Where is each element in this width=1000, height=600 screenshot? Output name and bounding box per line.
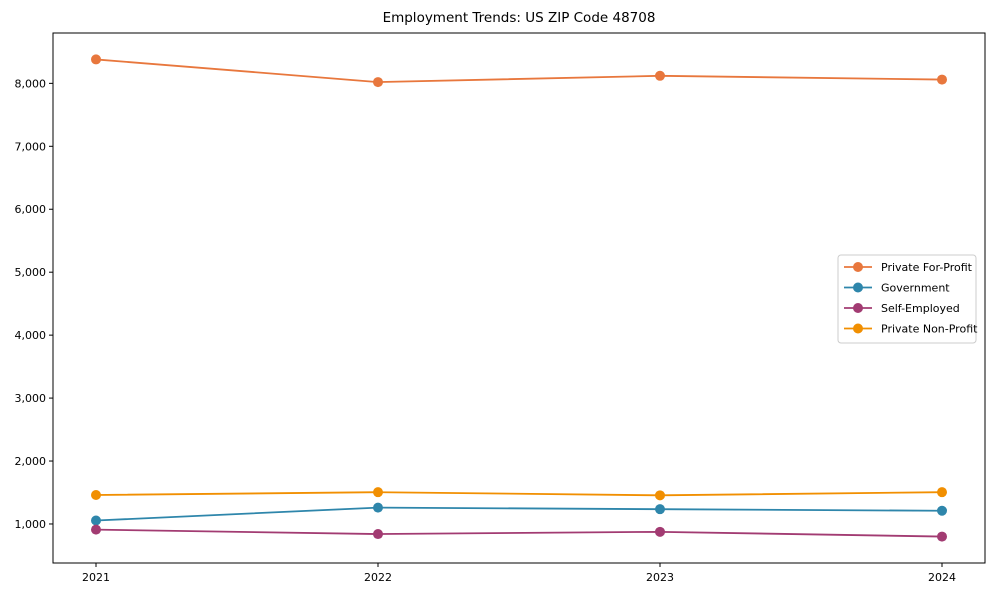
legend-marker-self-employed xyxy=(853,303,863,313)
y-tick-label: 7,000 xyxy=(15,140,47,153)
data-point-government xyxy=(655,504,665,515)
chart-title: Employment Trends: US ZIP Code 48708 xyxy=(382,10,656,26)
data-point-private-for-profit xyxy=(91,54,101,65)
y-tick-label: 8,000 xyxy=(15,77,47,90)
y-tick-label: 5,000 xyxy=(15,266,47,279)
data-point-private-for-profit xyxy=(937,74,947,85)
y-tick-label: 2,000 xyxy=(15,455,47,468)
data-point-private-non-profit xyxy=(373,487,383,498)
data-point-government xyxy=(91,515,101,526)
y-tick-label: 6,000 xyxy=(15,203,47,216)
legend-label-private-non-profit: Private Non-Profit xyxy=(881,323,978,336)
plot-border xyxy=(52,32,986,564)
data-point-self-employed xyxy=(655,526,665,537)
legend-marker-private-non-profit xyxy=(853,323,863,334)
legend-marker-government xyxy=(853,282,863,293)
series-line-government xyxy=(95,506,943,522)
legend-label-self-employed: Self-Employed xyxy=(881,302,960,315)
legend-label-government: Government xyxy=(881,282,950,295)
data-point-self-employed xyxy=(937,531,947,542)
data-point-private-for-profit xyxy=(655,70,665,81)
legend-marker-private-for-profit xyxy=(853,262,863,272)
legend-label-private-for-profit: Private For-Profit xyxy=(881,261,973,274)
data-point-self-employed xyxy=(91,524,101,535)
x-tick-label: 2024 xyxy=(928,571,956,584)
data-point-private-non-profit xyxy=(937,487,947,498)
data-point-government xyxy=(937,505,947,516)
y-tick-label: 1,000 xyxy=(15,518,47,531)
data-point-private-non-profit xyxy=(655,490,665,501)
data-point-government xyxy=(373,502,383,513)
data-point-private-for-profit xyxy=(373,77,383,88)
data-point-private-non-profit xyxy=(91,490,101,501)
x-tick-label: 2022 xyxy=(364,571,392,584)
series-line-private-non-profit xyxy=(95,491,943,497)
series-line-private-for-profit xyxy=(95,58,943,83)
y-tick-label: 4,000 xyxy=(15,329,47,342)
legend-box xyxy=(837,254,977,344)
data-point-self-employed xyxy=(373,529,383,540)
y-tick-label: 3,000 xyxy=(15,392,47,405)
x-tick-label: 2023 xyxy=(646,571,674,584)
x-tick-label: 2021 xyxy=(82,571,110,584)
series-line-self-employed xyxy=(95,528,943,538)
